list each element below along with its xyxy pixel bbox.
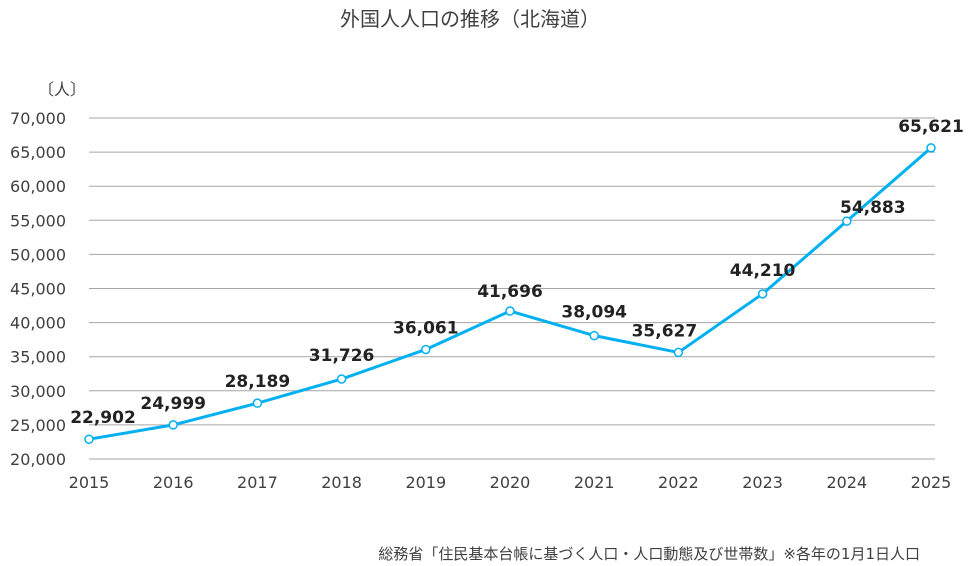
y-tick-label: 70,000 <box>10 109 66 128</box>
data-point <box>757 289 768 299</box>
data-label: 65,621 <box>898 117 964 137</box>
x-tick-label: 2021 <box>574 473 615 492</box>
data-label: 24,999 <box>140 394 206 414</box>
x-tick-label: 2019 <box>405 473 446 492</box>
y-tick-label: 60,000 <box>10 177 66 196</box>
y-tick-label: 35,000 <box>10 348 66 367</box>
y-tick-label: 30,000 <box>10 382 66 401</box>
x-tick-label: 2020 <box>490 473 531 492</box>
x-tick-label: 2018 <box>321 473 362 492</box>
y-tick-label: 25,000 <box>10 416 66 435</box>
y-tick-label: 55,000 <box>10 211 66 230</box>
source-note: 総務省「住民基本台帳に基づく人口・人口動態及び世帯数」※各年の1月1日人口 <box>378 545 920 563</box>
y-axis-unit: 〔人〕 <box>38 80 86 99</box>
x-tick-label: 2023 <box>742 473 783 492</box>
x-tick-label: 2016 <box>153 473 194 492</box>
data-label: 54,883 <box>840 198 906 218</box>
y-tick-label: 45,000 <box>10 280 66 299</box>
x-tick-label: 2017 <box>237 473 278 492</box>
y-tick-label: 50,000 <box>10 245 66 264</box>
data-point <box>673 347 684 358</box>
data-label: 44,210 <box>730 261 796 281</box>
y-tick-label: 20,000 <box>10 450 66 469</box>
x-tick-label: 2015 <box>69 473 110 492</box>
data-label: 41,696 <box>477 282 543 302</box>
data-label: 36,061 <box>393 318 459 338</box>
y-tick-label: 65,000 <box>10 143 66 162</box>
data-point <box>84 434 94 444</box>
chart-title: 外国人人口の推移（北海道） <box>340 7 600 31</box>
data-point <box>589 330 599 341</box>
x-tick-label: 2025 <box>911 473 952 492</box>
x-tick-label: 2022 <box>658 473 699 492</box>
data-point <box>168 420 178 430</box>
data-point <box>926 143 936 153</box>
data-point <box>252 398 263 408</box>
data-label: 35,627 <box>632 321 698 341</box>
x-tick-label: 2024 <box>826 473 867 492</box>
data-label: 28,189 <box>225 372 291 392</box>
data-label: 22,902 <box>70 408 136 428</box>
data-label: 38,094 <box>561 303 627 323</box>
data-point <box>505 306 515 316</box>
y-tick-label: 40,000 <box>10 314 66 333</box>
data-point <box>842 216 852 226</box>
data-label: 31,726 <box>309 346 375 366</box>
data-point <box>336 374 347 384</box>
data-point <box>421 344 431 355</box>
